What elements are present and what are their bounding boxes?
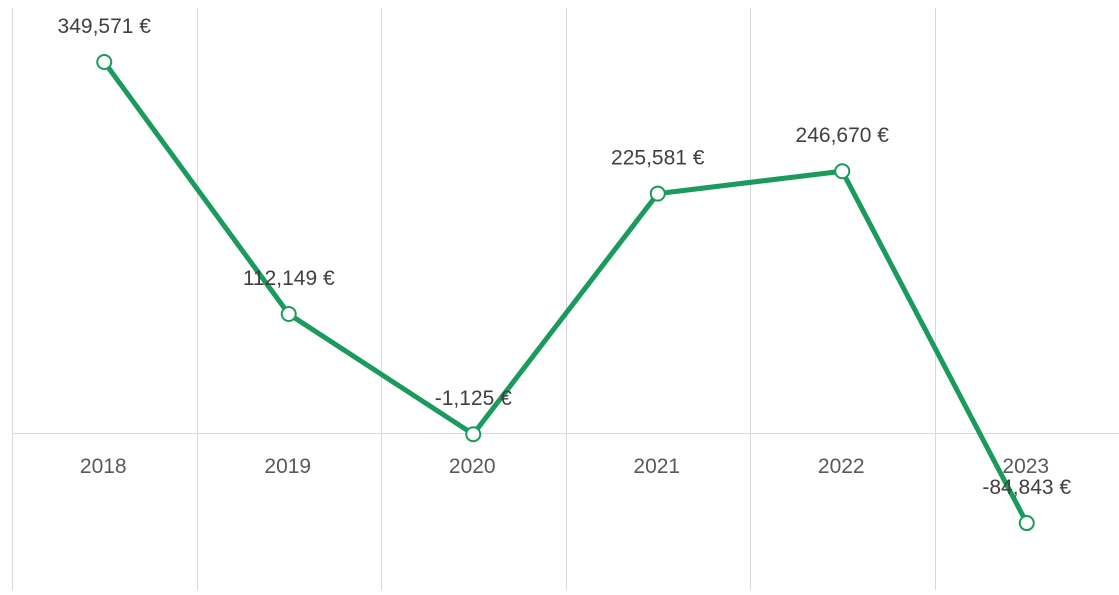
data-point-marker (465, 426, 482, 443)
category-tick-label: 2022 (818, 455, 865, 478)
category-tick-label: 2019 (264, 455, 311, 478)
category-tick-label: 2018 (80, 455, 127, 478)
data-label: 225,581 € (611, 147, 705, 170)
category-axis: 2018 2019 2020 2021 2022 2023 (12, 433, 1119, 478)
category-tick-label: 2020 (449, 455, 496, 478)
data-label: 349,571 € (58, 15, 152, 38)
data-point-marker (1018, 515, 1035, 532)
data-point-marker (96, 54, 113, 70)
data-label: 246,670 € (796, 124, 890, 147)
data-label: -1,125 € (435, 387, 512, 410)
series (96, 54, 1035, 532)
data-point-marker (280, 305, 297, 322)
data-label: 112,149 € (243, 267, 335, 290)
category-tick-label: 2023 (1002, 455, 1049, 478)
data-point-marker (834, 163, 851, 180)
data-labels: 349,571 € 112,149 € -1,125 € 225,581 € 246,6… (58, 15, 1072, 499)
data-label: -84,843 € (982, 476, 1071, 499)
series-line (101, 59, 1030, 526)
category-tick-label: 2021 (633, 455, 680, 478)
gridlines (12, 8, 936, 590)
data-point-marker (649, 185, 666, 202)
